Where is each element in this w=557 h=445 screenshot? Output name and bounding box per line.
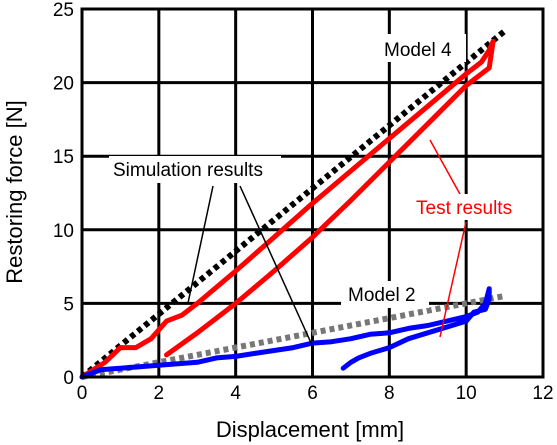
y-tick-label: 15 — [53, 147, 74, 168]
x-axis-label: Displacement [mm] — [216, 417, 404, 442]
x-tick-label: 4 — [230, 383, 241, 404]
plot-frame — [80, 7, 545, 379]
annotation-leaders — [187, 139, 467, 346]
test-label-bg — [412, 194, 528, 220]
series-layer — [79, 28, 507, 380]
x-tick-label: 12 — [532, 383, 553, 404]
x-tick-label: 8 — [384, 383, 395, 404]
x-tick-label: 2 — [154, 383, 165, 404]
model4-label: Model 4 — [384, 40, 452, 61]
grid-lines — [80, 7, 545, 379]
simulation-leader-model4 — [187, 185, 214, 304]
y-tick-label: 25 — [53, 0, 74, 21]
tick-labels: 0 2 4 6 8 10 12 0 5 10 15 20 25 — [53, 0, 554, 404]
test-series-line-3 — [79, 286, 492, 380]
y-axis-label: Restoring force [N] — [2, 100, 27, 283]
x-tick-label: 0 — [77, 383, 88, 404]
test-leader-model2 — [439, 221, 467, 338]
y-tick-label: 20 — [53, 74, 74, 95]
test-leader-model4 — [429, 139, 462, 197]
model4-label-bg — [380, 34, 466, 62]
simulation-label: Simulation results — [113, 160, 263, 181]
simulation-leader-model2 — [239, 185, 313, 346]
test-series-line-1 — [79, 38, 496, 380]
x-tick-label: 6 — [307, 383, 318, 404]
simulation-series-line-0 — [80, 28, 507, 380]
x-tick-label: 10 — [456, 383, 477, 404]
model2-label: Model 2 — [348, 285, 416, 306]
test-label: Test results — [416, 198, 512, 219]
model2-label-bg — [341, 281, 429, 308]
y-tick-label: 5 — [63, 294, 74, 315]
y-tick-label: 0 — [63, 368, 74, 389]
simulation-label-bg — [109, 156, 281, 183]
y-tick-label: 10 — [53, 221, 74, 242]
